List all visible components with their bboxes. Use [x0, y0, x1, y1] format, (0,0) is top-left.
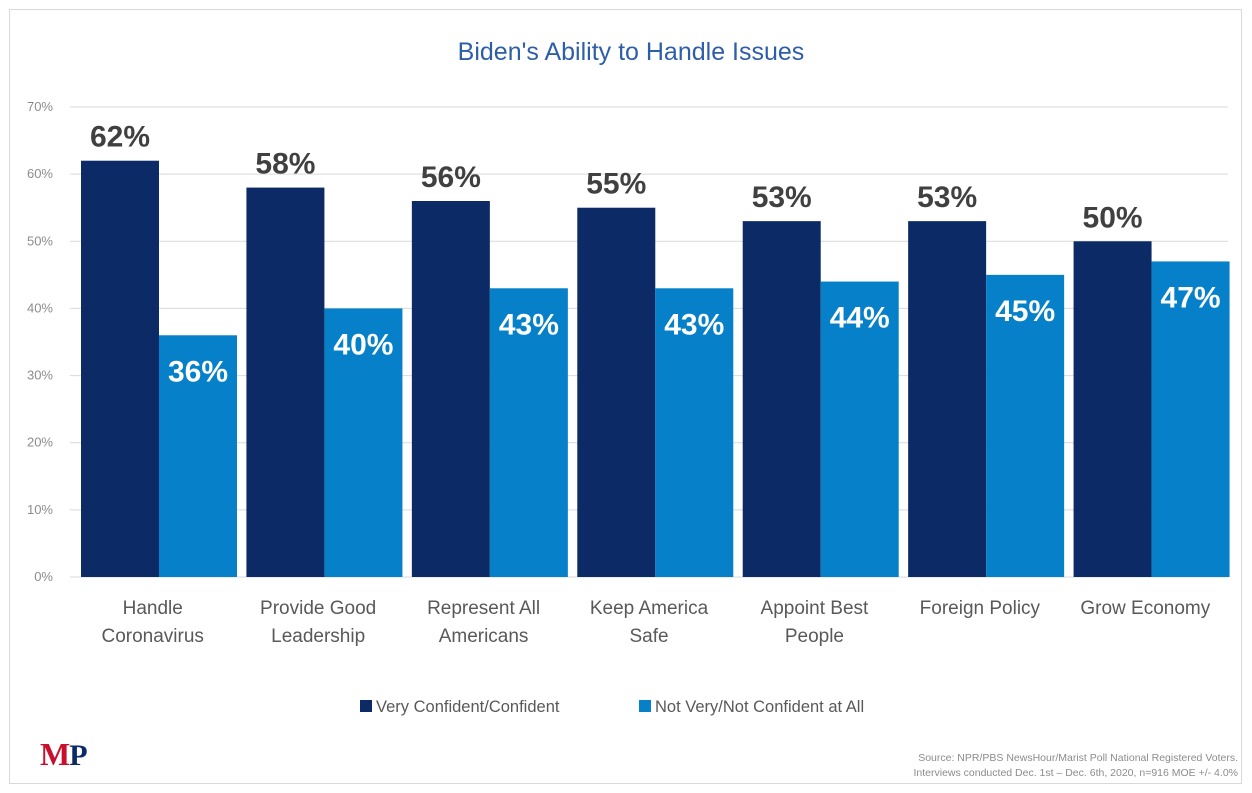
legend-label: Not Very/Not Confident at All — [655, 698, 864, 716]
bar — [489, 288, 568, 577]
data-label: 43% — [499, 308, 559, 341]
data-label: 50% — [1083, 201, 1143, 234]
chart-title: Biden's Ability to Handle Issues — [458, 38, 805, 66]
x-category-label: Appoint Best — [761, 598, 869, 619]
y-tick-label: 30% — [27, 368, 53, 383]
x-category-label: Coronavirus — [101, 626, 203, 647]
data-label: 47% — [1161, 281, 1221, 314]
x-category-label: Keep America — [590, 598, 709, 619]
data-label: 58% — [255, 148, 315, 181]
x-category-label: Grow Economy — [1080, 598, 1210, 619]
y-tick-label: 70% — [27, 99, 53, 114]
x-category-label: People — [785, 626, 844, 647]
bar — [986, 274, 1065, 577]
y-tick-label: 10% — [27, 502, 53, 517]
bar — [81, 160, 159, 577]
source-line-2: Interviews conducted Dec. 1st – Dec. 6th… — [913, 767, 1238, 779]
data-label: 45% — [995, 295, 1055, 328]
marist-poll-logo: MP — [40, 736, 88, 772]
data-label: 62% — [90, 121, 150, 154]
bar — [655, 288, 734, 577]
x-category-label: Handle — [123, 598, 183, 619]
bar — [1151, 261, 1230, 577]
bar — [577, 207, 656, 577]
x-category-label: Safe — [629, 626, 668, 647]
chart-frame — [9, 9, 1242, 784]
bar — [159, 335, 237, 577]
bar — [820, 281, 899, 577]
bar — [1073, 241, 1152, 578]
y-tick-label: 0% — [34, 569, 53, 584]
logo-letter-m: M — [40, 736, 70, 772]
source-note: Source: NPR/PBS NewsHour/Marist Poll Nat… — [913, 751, 1238, 781]
source-line-1: Source: NPR/PBS NewsHour/Marist Poll Nat… — [918, 752, 1238, 764]
y-tick-label: 50% — [27, 233, 53, 248]
data-label: 55% — [586, 168, 646, 201]
legend-label: Very Confident/Confident — [376, 698, 560, 716]
x-category-label: Foreign Policy — [920, 598, 1041, 619]
x-category-label: Represent All — [427, 598, 540, 619]
x-category-label: Leadership — [271, 626, 365, 647]
legend-swatch — [639, 700, 651, 712]
data-label: 43% — [664, 308, 724, 341]
data-label: 40% — [333, 328, 393, 361]
bar — [908, 221, 987, 577]
data-label: 53% — [752, 181, 812, 214]
x-category-label: Americans — [439, 626, 529, 647]
bar — [246, 187, 325, 578]
x-category-label: Provide Good — [260, 598, 376, 619]
data-label: 36% — [168, 355, 228, 388]
legend-swatch — [360, 700, 372, 712]
data-label: 53% — [917, 181, 977, 214]
y-tick-label: 40% — [27, 300, 53, 315]
logo-letter-p: P — [69, 739, 87, 772]
y-tick-label: 60% — [27, 166, 53, 181]
bar — [324, 308, 403, 577]
data-label: 56% — [421, 161, 481, 194]
bar — [411, 201, 490, 577]
bar — [742, 221, 821, 577]
y-tick-label: 20% — [27, 435, 53, 450]
data-label: 44% — [830, 302, 890, 335]
